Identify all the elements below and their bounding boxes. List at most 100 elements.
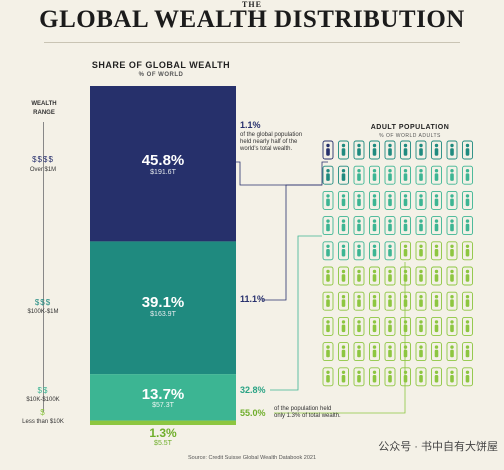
person-icon [353, 190, 365, 210]
person-icon [369, 266, 380, 286]
person-icon [431, 342, 442, 362]
person-icon [353, 266, 365, 286]
person-icon [431, 291, 442, 311]
person-icon [322, 342, 334, 362]
coins-icon-tier-2: $$$ [34, 298, 52, 307]
person-icon [322, 140, 334, 160]
column-title: SHARE OF GLOBAL WEALTH [91, 60, 231, 70]
person-icon [338, 165, 349, 185]
watermark: 公众号 · 书中自有大饼屋 [378, 441, 498, 453]
person-icon [400, 266, 411, 286]
note-pct-low: 32.8% [240, 385, 266, 395]
person-icon [415, 367, 427, 387]
person-icon [462, 266, 473, 286]
person-icon [322, 316, 334, 336]
person-icon [353, 316, 365, 336]
wealth-range-axis [43, 122, 44, 412]
wealth-bar-segment-1 [90, 86, 236, 242]
person-icon [462, 140, 473, 160]
person-icon [369, 241, 380, 261]
person-icon [446, 342, 458, 362]
person-icon [338, 216, 349, 236]
person-icon [462, 190, 473, 210]
segment-amount-2: $163.9T [150, 311, 176, 318]
person-icon [415, 266, 427, 286]
person-icon [369, 165, 380, 185]
person-icon [446, 367, 458, 387]
person-icon [338, 316, 349, 336]
person-icon [415, 241, 427, 261]
person-icon [384, 342, 396, 362]
person-icon [415, 342, 427, 362]
wealth-bar-segment-2 [90, 241, 236, 375]
person-icon [353, 342, 365, 362]
person-icon [415, 140, 427, 160]
person-icon [322, 190, 334, 210]
person-icon [384, 367, 396, 387]
person-icon [446, 316, 458, 336]
person-icon [462, 367, 473, 387]
person-icon [431, 216, 442, 236]
person-icon [400, 291, 411, 311]
person-icon [322, 367, 334, 387]
person-icon [369, 367, 380, 387]
note-text-top: of the global population held nearly hal… [240, 132, 303, 152]
person-icon [322, 266, 334, 286]
note-pct-mid: 11.1% [240, 294, 266, 304]
person-icon [338, 367, 349, 387]
adult-population-title: ADULT POPULATION [370, 124, 450, 131]
person-icon [353, 216, 365, 236]
person-icon [415, 291, 427, 311]
person-icon [353, 241, 365, 261]
person-icon [384, 266, 396, 286]
person-icon [462, 342, 473, 362]
person-icon [431, 190, 442, 210]
person-icon [338, 140, 349, 160]
person-icon [462, 216, 473, 236]
connector-line-bottom [274, 262, 406, 414]
page-title: GLOBAL WEALTH DISTRIBUTION [39, 6, 465, 33]
connector-line-top [236, 161, 328, 186]
title-kicker: THE [242, 0, 262, 9]
person-icon [369, 316, 380, 336]
person-icon [415, 190, 427, 210]
person-icon [353, 367, 365, 387]
segment-pct-1: 45.8% [141, 152, 185, 169]
source-note: Source: Credit Suisse Global Wealth Data… [188, 455, 316, 461]
person-icon [353, 165, 365, 185]
person-icon [446, 190, 458, 210]
person-icon [400, 342, 411, 362]
person-icon [322, 241, 334, 261]
coins-icon-tier-1: $$$$ [32, 155, 54, 164]
person-icon [431, 140, 442, 160]
person-icon [338, 190, 349, 210]
person-icon [431, 316, 442, 336]
person-icon [431, 241, 442, 261]
person-icon [322, 216, 334, 236]
person-icon [384, 216, 396, 236]
adult-population-subtitle: % OF WORLD ADULTS [379, 133, 441, 139]
segment-pct-3: 13.7% [141, 386, 185, 403]
person-icon [338, 291, 349, 311]
wealth-bar-segment-4 [90, 420, 236, 425]
person-icon [431, 266, 442, 286]
person-icon [462, 316, 473, 336]
wealth-range-title: WEALTH RANGE [31, 101, 57, 116]
note-text-bottom: of the population held only 1.3% of tota… [274, 406, 341, 419]
person-icon [369, 342, 380, 362]
person-icon [400, 140, 411, 160]
person-icon [384, 165, 396, 185]
person-icon [431, 367, 442, 387]
tier-label-less-10k: Less than $10K [22, 419, 64, 425]
person-icon [400, 241, 411, 261]
segment-amount-3: $57.3T [152, 402, 174, 409]
note-pct-bottom: 55.0% [240, 408, 266, 418]
person-icon [338, 342, 349, 362]
person-icon [322, 291, 334, 311]
connector-line-mid [262, 184, 322, 301]
person-icon [400, 165, 411, 185]
person-icon [353, 291, 365, 311]
segment-amount-1: $191.6T [150, 169, 176, 176]
person-icon [431, 165, 442, 185]
